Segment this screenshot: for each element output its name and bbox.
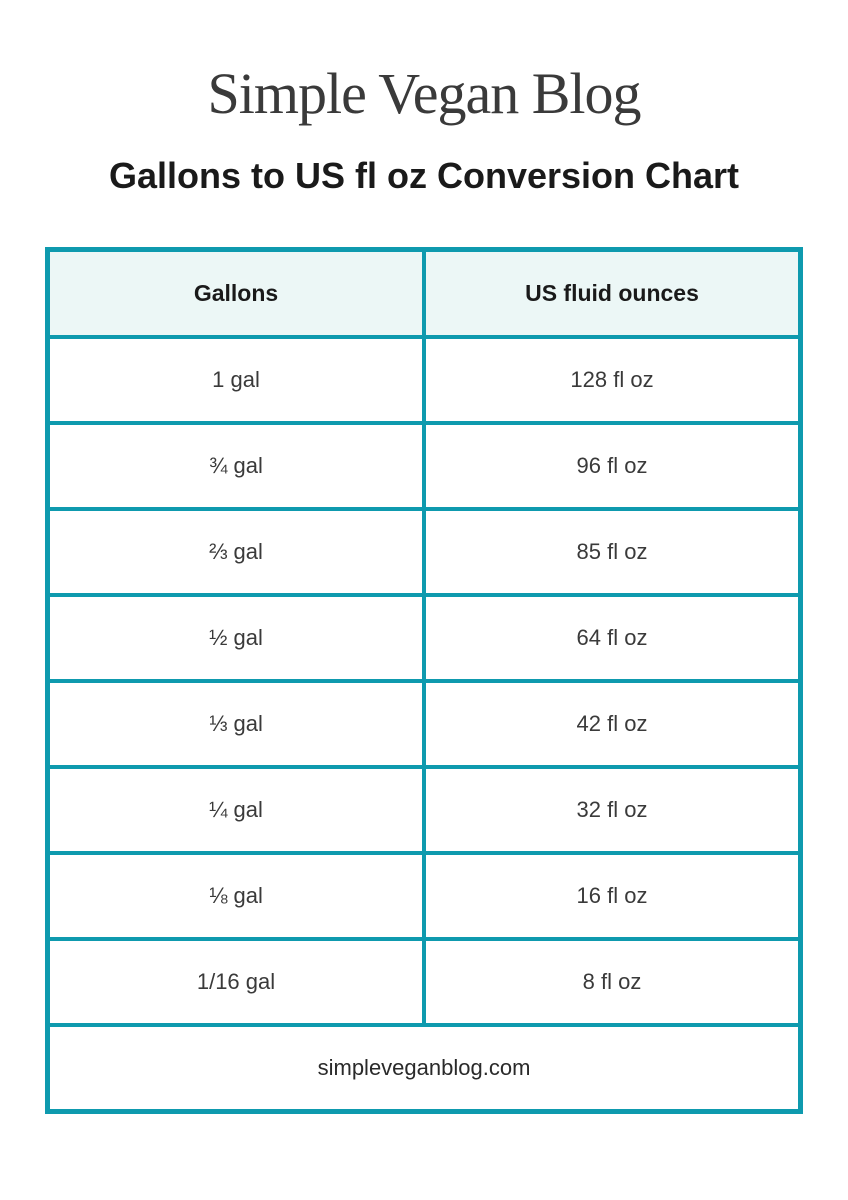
- cell-gallons: ½ gal: [48, 595, 425, 681]
- cell-ounces: 64 fl oz: [424, 595, 801, 681]
- col-header-ounces: US fluid ounces: [424, 250, 801, 338]
- blog-logo: Simple Vegan Blog: [207, 60, 640, 127]
- table-row: ¾ gal 96 fl oz: [48, 423, 801, 509]
- cell-gallons: ⅔ gal: [48, 509, 425, 595]
- cell-gallons: ⅓ gal: [48, 681, 425, 767]
- cell-ounces: 8 fl oz: [424, 939, 801, 1025]
- col-header-gallons: Gallons: [48, 250, 425, 338]
- page-title: Gallons to US fl oz Conversion Chart: [109, 155, 739, 197]
- cell-ounces: 128 fl oz: [424, 337, 801, 423]
- cell-ounces: 42 fl oz: [424, 681, 801, 767]
- table-row: ½ gal 64 fl oz: [48, 595, 801, 681]
- table-row: ¼ gal 32 fl oz: [48, 767, 801, 853]
- table-footer-row: simpleveganblog.com: [48, 1025, 801, 1112]
- cell-gallons: 1/16 gal: [48, 939, 425, 1025]
- table-row: 1 gal 128 fl oz: [48, 337, 801, 423]
- cell-ounces: 85 fl oz: [424, 509, 801, 595]
- table-row: ⅓ gal 42 fl oz: [48, 681, 801, 767]
- cell-gallons: ¼ gal: [48, 767, 425, 853]
- cell-ounces: 32 fl oz: [424, 767, 801, 853]
- table-row: 1/16 gal 8 fl oz: [48, 939, 801, 1025]
- conversion-table: Gallons US fluid ounces 1 gal 128 fl oz …: [45, 247, 803, 1114]
- table-footer: simpleveganblog.com: [48, 1025, 801, 1112]
- table-row: ⅛ gal 16 fl oz: [48, 853, 801, 939]
- table-header-row: Gallons US fluid ounces: [48, 250, 801, 338]
- cell-ounces: 96 fl oz: [424, 423, 801, 509]
- cell-gallons: 1 gal: [48, 337, 425, 423]
- cell-gallons: ⅛ gal: [48, 853, 425, 939]
- cell-ounces: 16 fl oz: [424, 853, 801, 939]
- table-row: ⅔ gal 85 fl oz: [48, 509, 801, 595]
- cell-gallons: ¾ gal: [48, 423, 425, 509]
